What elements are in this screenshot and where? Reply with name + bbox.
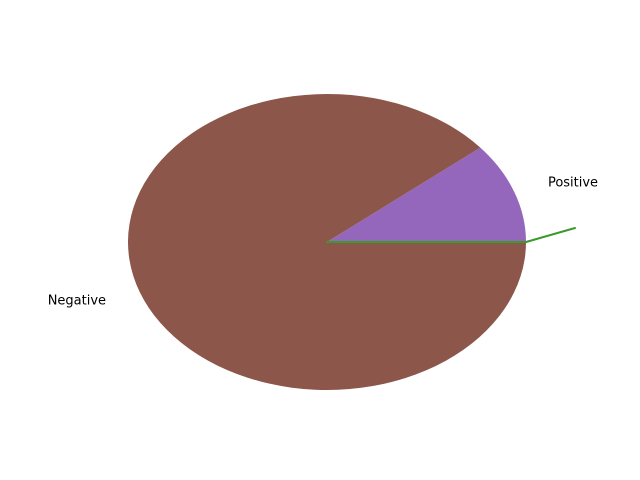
pie-labels: Positive Negative — [48, 175, 598, 308]
pie-label-positive: Positive — [548, 175, 598, 190]
pie-slice-positive — [327, 147, 526, 242]
positive-leader-line — [525, 227, 576, 243]
pie-label-negative: Negative — [48, 294, 106, 309]
